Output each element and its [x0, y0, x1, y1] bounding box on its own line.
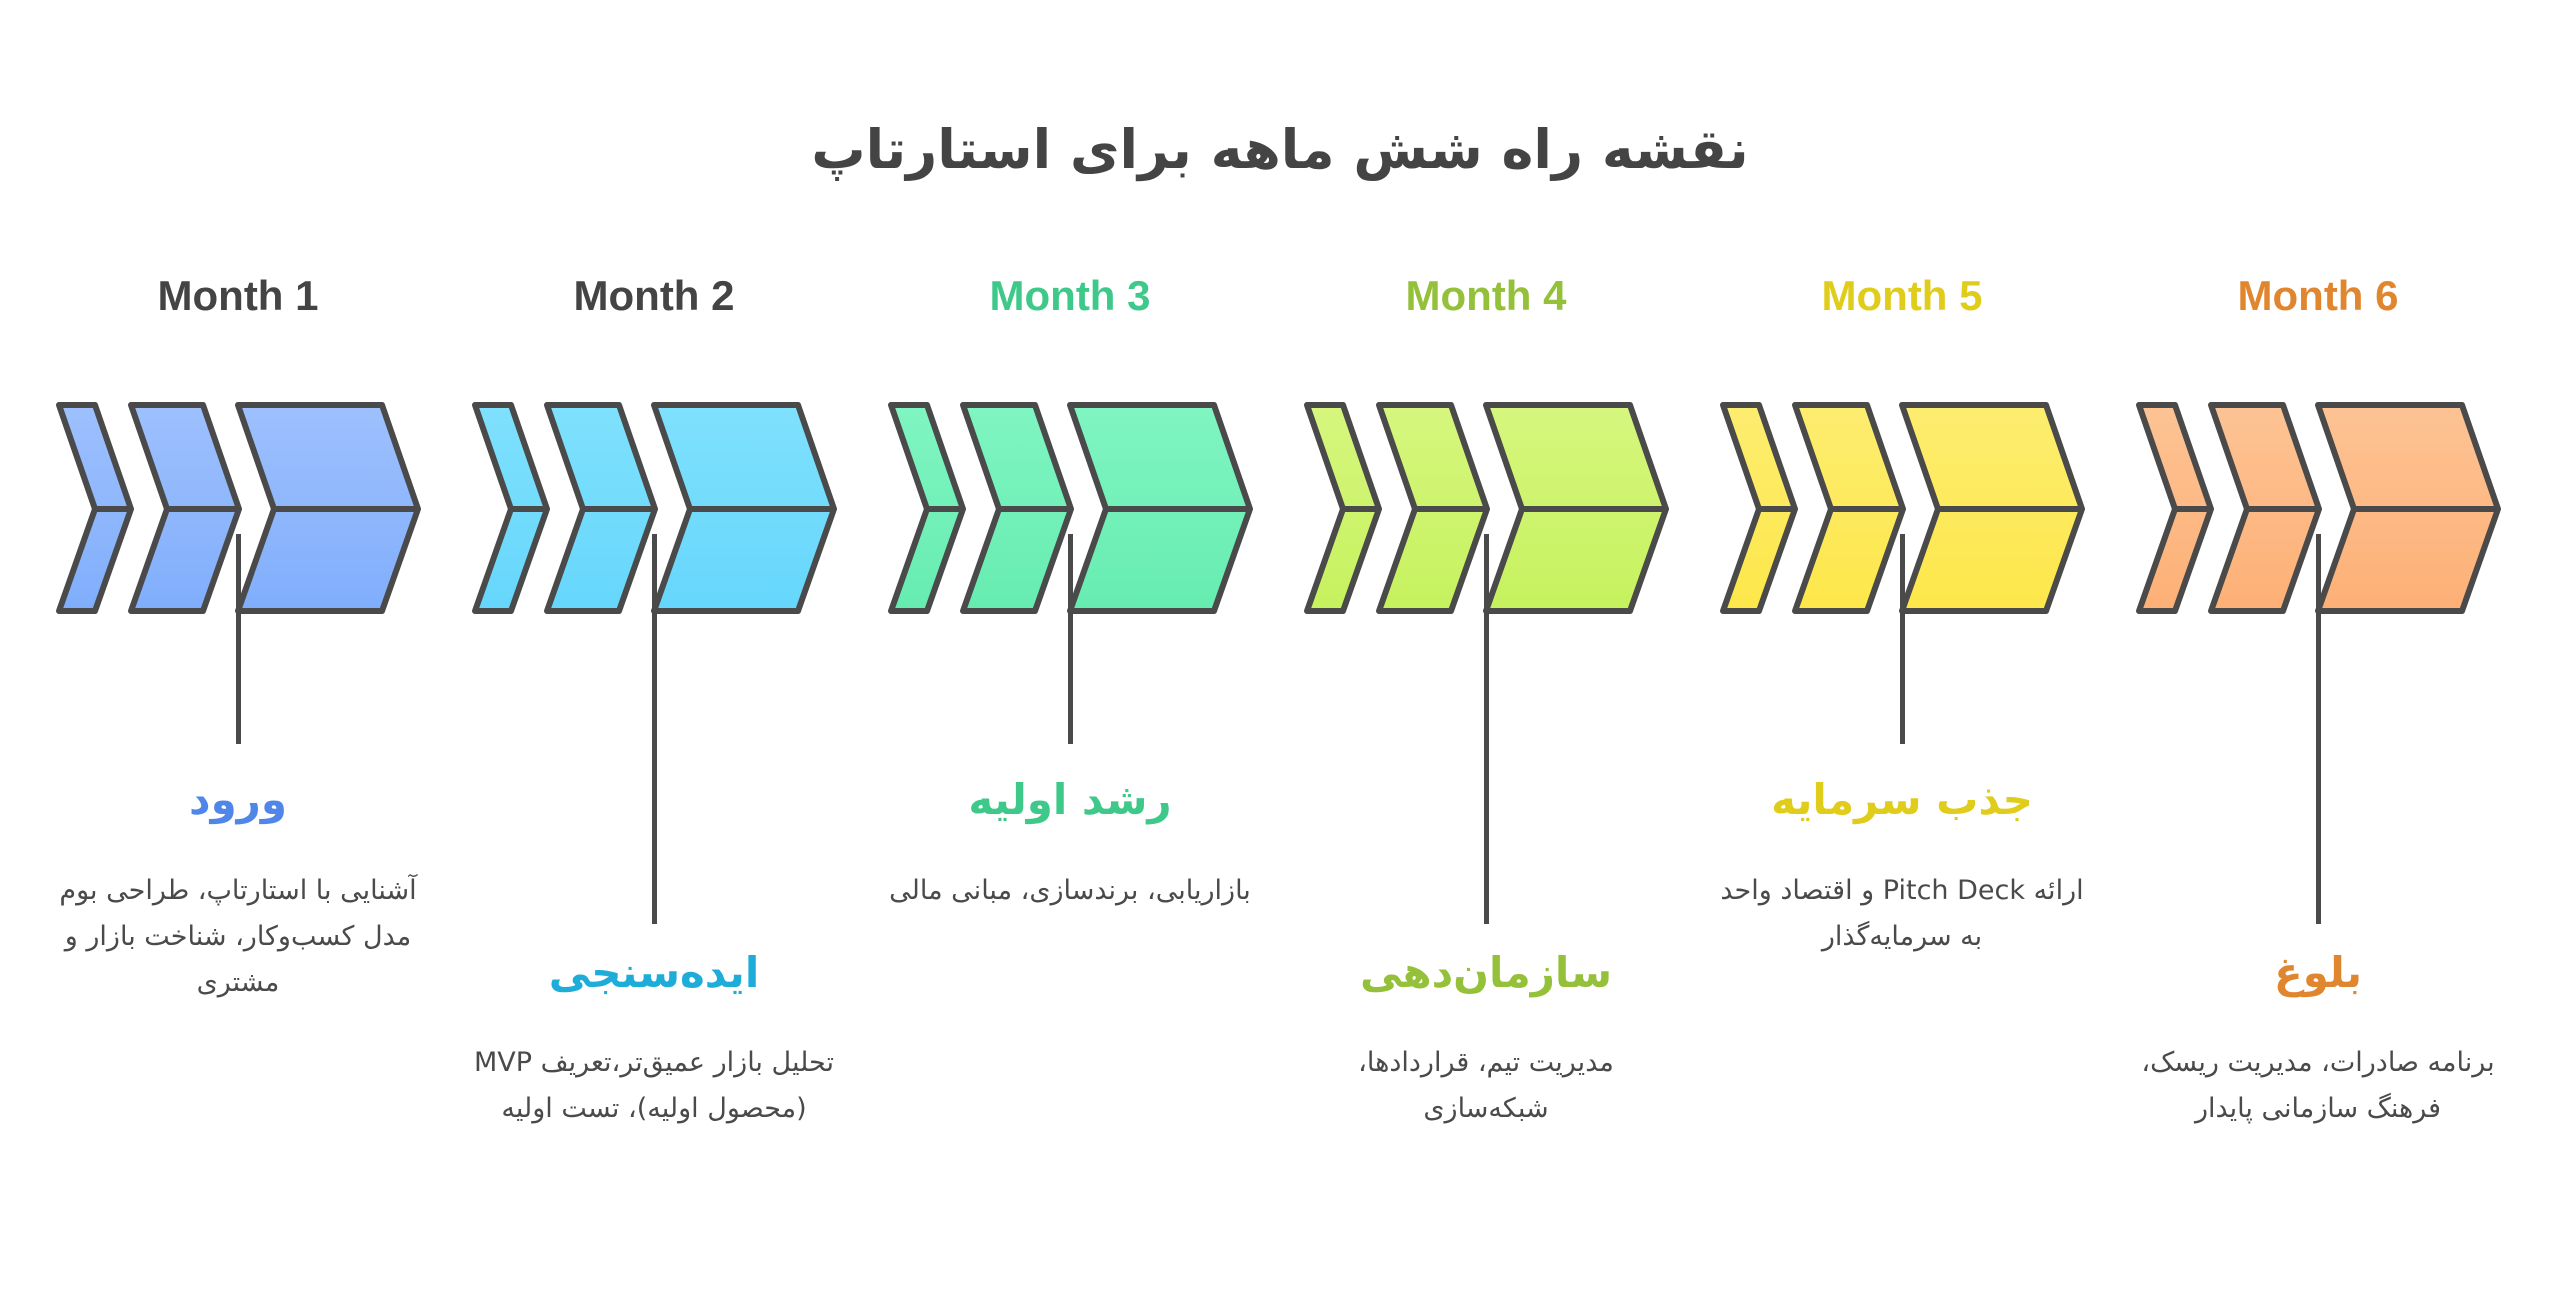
connector-line — [652, 534, 657, 924]
stage-title: بلوغ — [2274, 948, 2362, 997]
stage-description: آشنایی با استارتاپ، طراحی بوم مدل کسب‌وک… — [59, 875, 417, 998]
month-label: Month 4 — [1405, 272, 1567, 319]
connector-line — [1484, 534, 1489, 924]
stage-title: ایده‌سنجی — [548, 948, 760, 997]
stage-description: ارائه Pitch Deck و اقتصاد واحد به سرمایه… — [1720, 875, 2084, 952]
stage-description: مدیریت تیم، قراردادها، شبکه‌سازی — [1358, 1047, 1614, 1124]
diagram-title: نقشه راه شش ماهه برای استارتاپ — [811, 118, 1749, 181]
month-label: Month 5 — [1821, 272, 1983, 319]
stage-title: رشد اولیه — [968, 775, 1172, 824]
chevron-group-month-6 — [2136, 402, 2501, 614]
connector-line — [1900, 534, 1905, 744]
month-label: Month 6 — [2237, 272, 2399, 319]
chevron-group-month-5 — [1720, 402, 2085, 614]
month-label: Month 2 — [573, 272, 735, 319]
stage-description: تحلیل بازار عمیق‌تر،تعریف MVP (محصول اول… — [473, 1047, 835, 1124]
stage-title: جذب سرمایه — [1771, 775, 2033, 824]
connector-line — [236, 534, 241, 744]
chevron-group-month-1 — [56, 402, 421, 614]
chevron-group-month-4 — [1304, 402, 1669, 614]
stage-title: ورود — [189, 775, 287, 824]
connector-line — [1068, 534, 1073, 744]
stage-title: سازمان‌دهی — [1359, 948, 1613, 997]
chevron-group-month-3 — [888, 402, 1253, 614]
stage-description: بازاریابی، برندسازی، مبانی مالی — [889, 875, 1251, 906]
month-label: Month 1 — [157, 272, 319, 319]
connector-line — [2316, 534, 2321, 924]
chevron-group-month-2 — [472, 402, 837, 614]
stage-description: برنامه صادرات، مدیریت ریسک، فرهنگ سازمان… — [2141, 1047, 2495, 1124]
month-label: Month 3 — [989, 272, 1151, 319]
